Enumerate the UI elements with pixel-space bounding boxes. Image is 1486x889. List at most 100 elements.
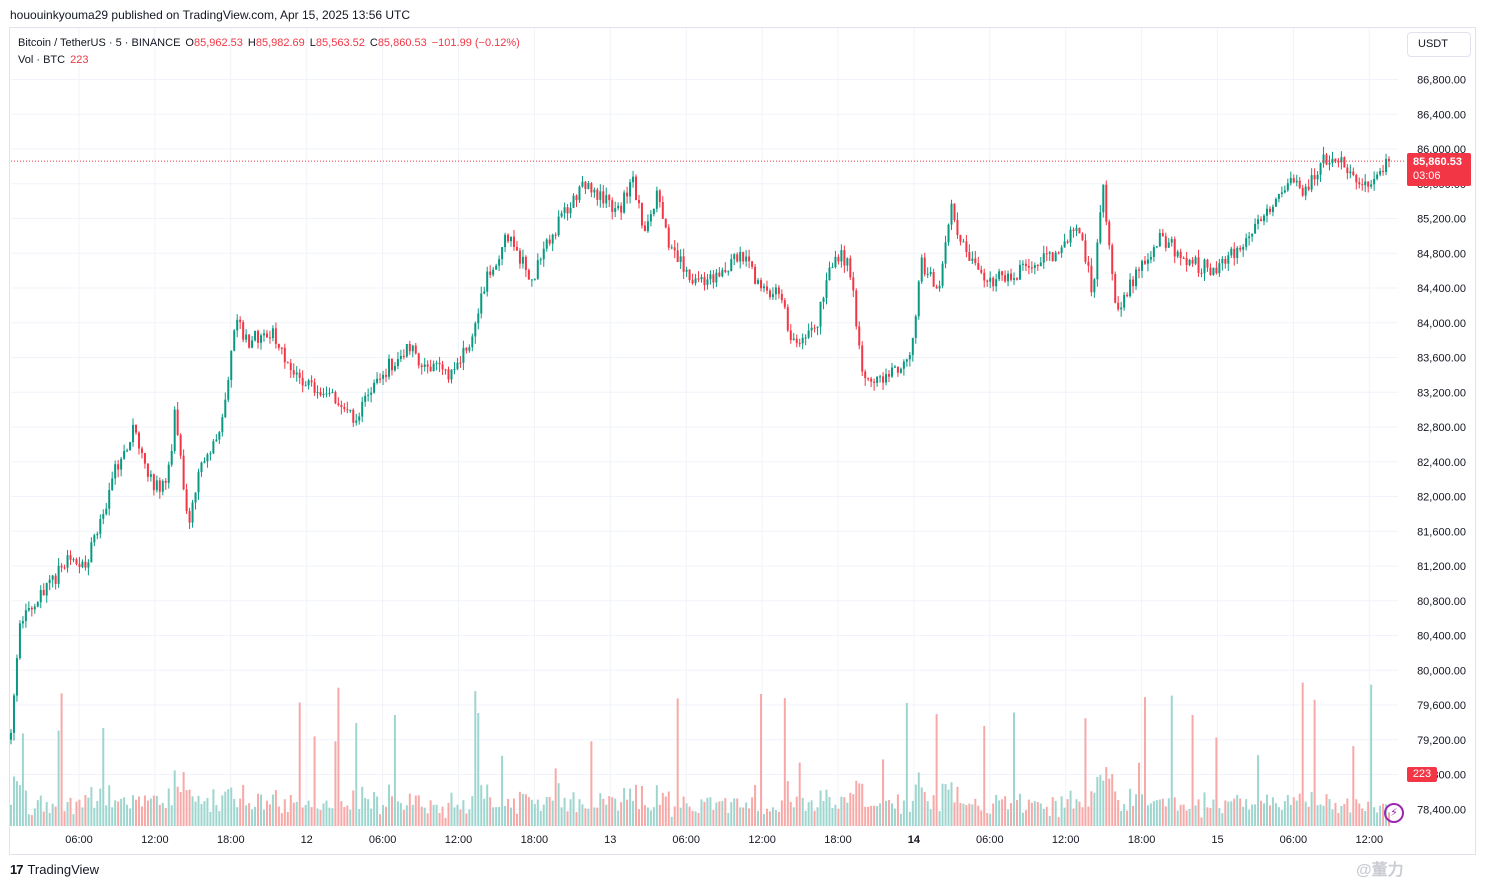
volume-bar [1173, 797, 1176, 826]
volume-bar [1209, 807, 1212, 826]
candle-body [742, 251, 745, 262]
candle-body [867, 378, 870, 380]
candle-body [1060, 247, 1063, 254]
candle-body [364, 395, 367, 402]
candle-body [780, 293, 783, 301]
volume-bar [658, 804, 661, 826]
volume-bar [1322, 805, 1325, 826]
candle-body [21, 621, 24, 624]
candle-body [57, 565, 60, 584]
volume-bar [1093, 792, 1096, 826]
candle-body [343, 407, 346, 410]
candle-body [899, 368, 902, 373]
candle-body [480, 293, 483, 314]
candle-body [447, 369, 450, 380]
volume-bar [486, 784, 489, 826]
volume-bar [462, 800, 465, 826]
volume-bar [346, 805, 349, 826]
candle-body [673, 247, 676, 251]
price-tick-label: 79,600.00 [1417, 700, 1466, 712]
volume-bar [837, 808, 840, 826]
candle-body [257, 330, 260, 343]
candle-body [1164, 236, 1167, 248]
candle-body [1158, 233, 1161, 247]
close-value: 85,860.53 [377, 37, 427, 49]
volume-bar [893, 808, 896, 826]
candle-body [950, 203, 953, 225]
volume-bar [361, 786, 364, 826]
volume-bar [1316, 805, 1319, 826]
volume-bar [1289, 804, 1292, 826]
candle-body [194, 492, 197, 503]
candle-body [932, 271, 935, 287]
volume-legend-label[interactable]: Vol · BTC [18, 54, 66, 66]
volume-bar [807, 802, 810, 826]
candle-body [137, 432, 140, 449]
volume-bar [1021, 812, 1024, 826]
candle-body [239, 319, 242, 323]
candle-body [140, 448, 143, 454]
volume-bar [417, 795, 420, 826]
candle-body [640, 203, 643, 226]
tradingview-logo[interactable]: 17 TradingView [10, 862, 99, 877]
volume-bar [215, 805, 218, 826]
volume-bar [501, 755, 504, 826]
volume-bar [611, 797, 614, 826]
candle-body [1024, 263, 1027, 266]
volume-bar [724, 798, 727, 826]
candle-body [1173, 239, 1176, 257]
candle-body [1042, 253, 1045, 263]
volume-bar [429, 800, 432, 826]
candle-body [1301, 187, 1304, 196]
candle-body [251, 340, 254, 348]
volume-legend-value: 223 [70, 54, 89, 66]
candle-body [352, 409, 355, 423]
candle-body [1343, 157, 1346, 168]
candle-body [504, 234, 507, 248]
volume-bar [194, 801, 197, 826]
candle-body [893, 366, 896, 368]
volume-bar [158, 804, 161, 826]
candle-body [828, 267, 831, 281]
price-tick-label: 86,800.00 [1417, 75, 1466, 87]
candle-body [18, 623, 21, 659]
symbol-name[interactable]: Bitcoin / TetherUS · 5 · BINANCE [18, 37, 181, 49]
candle-body [885, 374, 888, 383]
price-tick-label: 84,800.00 [1417, 248, 1466, 260]
candle-body [450, 369, 453, 380]
volume-bar [941, 783, 944, 826]
candle-body [888, 374, 891, 377]
volume-bar [1001, 799, 1004, 826]
volume-bar [96, 801, 99, 826]
volume-bar [914, 784, 917, 826]
volume-bar [340, 801, 343, 826]
candle-body [956, 220, 959, 236]
volume-bar [483, 798, 486, 826]
volume-bar [1069, 790, 1072, 826]
volume-bar [1227, 801, 1230, 826]
candle-body [1322, 154, 1325, 164]
candle-body [905, 359, 908, 362]
chart-frame[interactable] [9, 27, 1476, 855]
volume-bar [78, 799, 81, 826]
candle-body [566, 207, 569, 214]
volume-bar [30, 815, 33, 826]
candle-body [1030, 267, 1033, 269]
volume-bar [774, 810, 777, 826]
candle-body [515, 246, 518, 251]
volume-bar [298, 702, 301, 826]
candle-body [1221, 258, 1224, 264]
volume-bar [349, 809, 352, 826]
volume-bar [721, 800, 724, 826]
candle-body [310, 380, 313, 383]
volume-bar [319, 810, 322, 826]
volume-bar [251, 809, 254, 826]
volume-bar [1331, 809, 1334, 826]
candle-body [1367, 181, 1370, 187]
lightning-icon[interactable]: ⚡ [1384, 803, 1404, 823]
volume-bar [816, 807, 819, 826]
currency-button[interactable]: USDT [1407, 32, 1471, 57]
candle-body [206, 454, 209, 462]
volume-bar [521, 793, 524, 826]
